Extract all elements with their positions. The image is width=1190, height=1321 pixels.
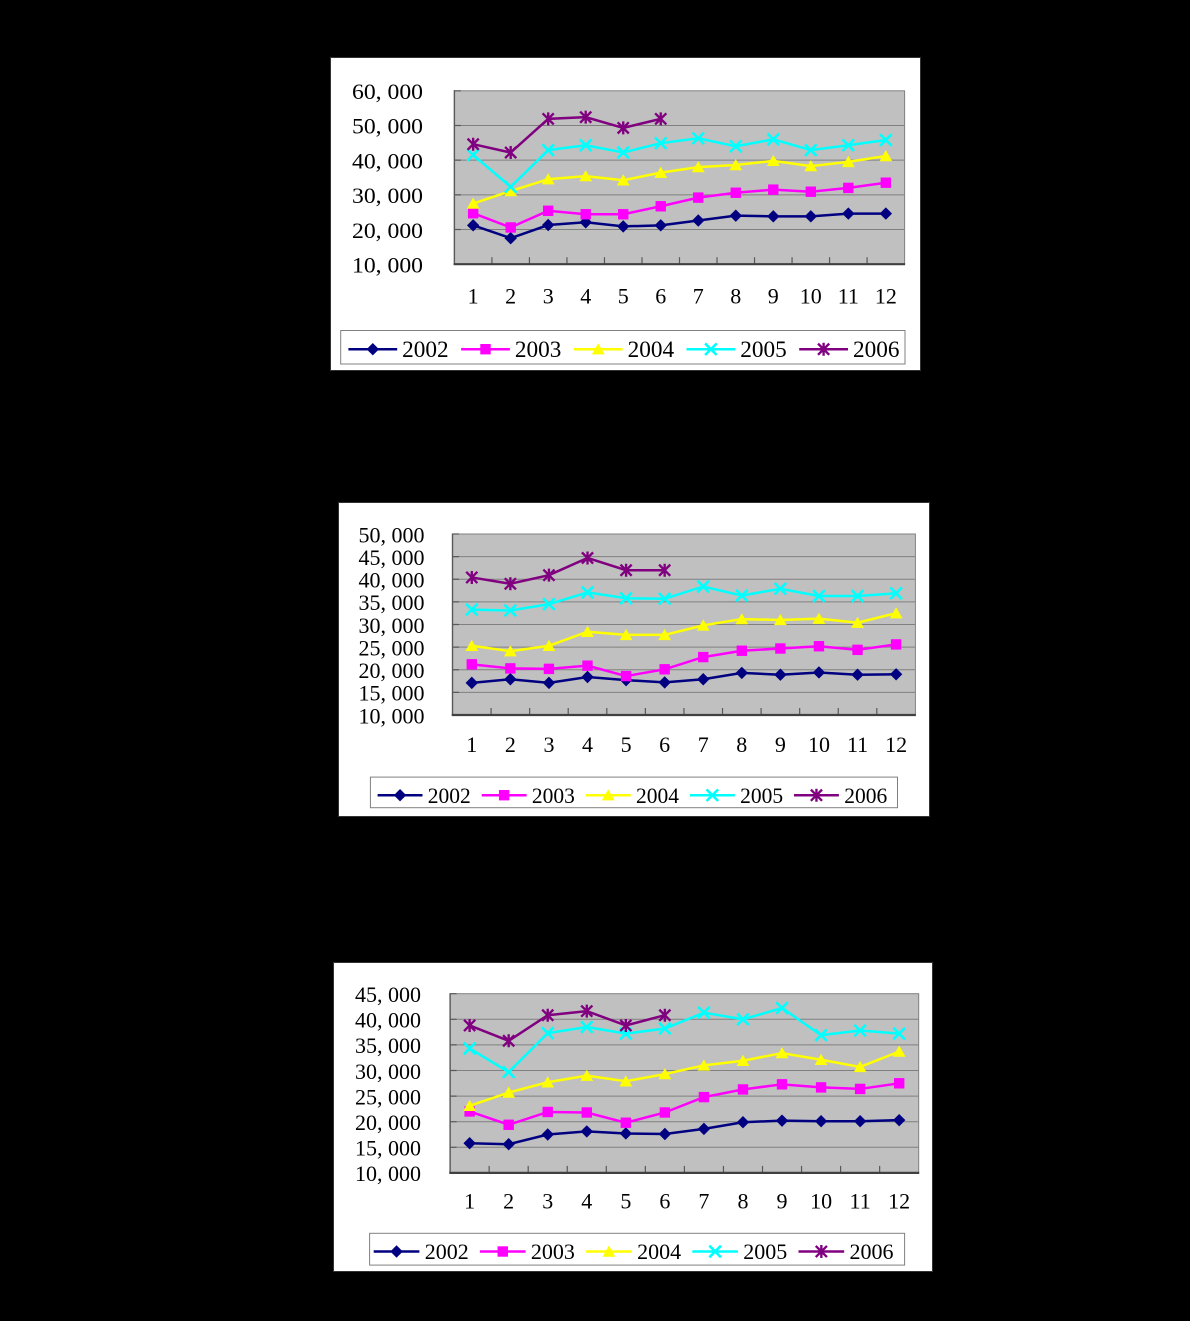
svg-text:2004: 2004 xyxy=(636,783,679,808)
svg-text:7: 7 xyxy=(698,732,709,757)
svg-text:35, 000: 35, 000 xyxy=(359,590,425,615)
svg-text:30, 000: 30, 000 xyxy=(355,1059,421,1084)
svg-text:2005: 2005 xyxy=(743,1239,787,1264)
svg-text:12: 12 xyxy=(888,1189,910,1214)
svg-text:2005: 2005 xyxy=(740,337,787,362)
svg-text:2: 2 xyxy=(503,1189,514,1214)
svg-text:1: 1 xyxy=(466,732,477,757)
svg-text:2003: 2003 xyxy=(532,783,575,808)
svg-text:2006: 2006 xyxy=(844,783,887,808)
svg-text:3: 3 xyxy=(543,284,554,309)
svg-text:12: 12 xyxy=(875,284,897,309)
svg-text:8: 8 xyxy=(736,732,747,757)
svg-text:30, 000: 30, 000 xyxy=(352,183,423,208)
svg-text:5: 5 xyxy=(620,1189,631,1214)
svg-text:3: 3 xyxy=(542,1189,553,1214)
svg-text:8: 8 xyxy=(730,284,741,309)
svg-text:7: 7 xyxy=(693,284,704,309)
svg-text:2002: 2002 xyxy=(428,783,471,808)
svg-text:35, 000: 35, 000 xyxy=(355,1033,421,1058)
svg-text:10, 000: 10, 000 xyxy=(352,252,423,277)
svg-text:3: 3 xyxy=(543,732,554,757)
svg-text:6: 6 xyxy=(655,284,666,309)
svg-text:50, 000: 50, 000 xyxy=(359,522,425,547)
svg-text:2005: 2005 xyxy=(740,783,783,808)
svg-text:1: 1 xyxy=(468,284,479,309)
svg-text:20, 000: 20, 000 xyxy=(352,218,423,243)
svg-text:45, 000: 45, 000 xyxy=(355,982,421,1007)
svg-text:25, 000: 25, 000 xyxy=(359,635,425,660)
svg-text:11: 11 xyxy=(847,732,868,757)
svg-text:15, 000: 15, 000 xyxy=(359,681,425,706)
svg-text:30, 000: 30, 000 xyxy=(359,613,425,638)
svg-text:11: 11 xyxy=(838,284,859,309)
svg-text:10: 10 xyxy=(810,1189,832,1214)
svg-text:2006: 2006 xyxy=(853,337,900,362)
svg-text:45, 000: 45, 000 xyxy=(359,545,425,570)
svg-text:15, 000: 15, 000 xyxy=(355,1136,421,1161)
svg-text:40, 000: 40, 000 xyxy=(355,1008,421,1033)
svg-text:10: 10 xyxy=(808,732,830,757)
svg-text:9: 9 xyxy=(775,732,786,757)
svg-text:5: 5 xyxy=(618,284,629,309)
svg-text:12: 12 xyxy=(885,732,907,757)
svg-text:4: 4 xyxy=(581,1189,592,1214)
svg-text:2004: 2004 xyxy=(637,1239,681,1264)
svg-text:2002: 2002 xyxy=(425,1239,469,1264)
svg-text:7: 7 xyxy=(698,1189,709,1214)
svg-text:40, 000: 40, 000 xyxy=(352,148,423,173)
svg-text:2004: 2004 xyxy=(628,337,675,362)
svg-text:1: 1 xyxy=(464,1189,475,1214)
svg-text:2: 2 xyxy=(505,284,516,309)
svg-text:2003: 2003 xyxy=(515,337,562,362)
svg-text:11: 11 xyxy=(850,1189,871,1214)
svg-text:9: 9 xyxy=(768,284,779,309)
svg-text:20, 000: 20, 000 xyxy=(359,658,425,683)
svg-text:50, 000: 50, 000 xyxy=(352,114,423,139)
svg-text:8: 8 xyxy=(737,1189,748,1214)
svg-text:4: 4 xyxy=(582,732,593,757)
svg-text:60, 000: 60, 000 xyxy=(352,79,423,104)
svg-text:4: 4 xyxy=(580,284,591,309)
svg-text:20, 000: 20, 000 xyxy=(355,1110,421,1135)
svg-text:10, 000: 10, 000 xyxy=(355,1161,421,1186)
svg-text:2006: 2006 xyxy=(850,1239,894,1264)
svg-text:25, 000: 25, 000 xyxy=(355,1084,421,1109)
svg-text:9: 9 xyxy=(777,1189,788,1214)
svg-text:6: 6 xyxy=(659,1189,670,1214)
svg-text:5: 5 xyxy=(621,732,632,757)
svg-text:2003: 2003 xyxy=(531,1239,575,1264)
svg-text:10, 000: 10, 000 xyxy=(359,703,425,728)
svg-text:10: 10 xyxy=(800,284,822,309)
svg-text:2: 2 xyxy=(505,732,516,757)
svg-text:6: 6 xyxy=(659,732,670,757)
svg-text:40, 000: 40, 000 xyxy=(359,568,425,593)
svg-text:2002: 2002 xyxy=(402,337,449,362)
